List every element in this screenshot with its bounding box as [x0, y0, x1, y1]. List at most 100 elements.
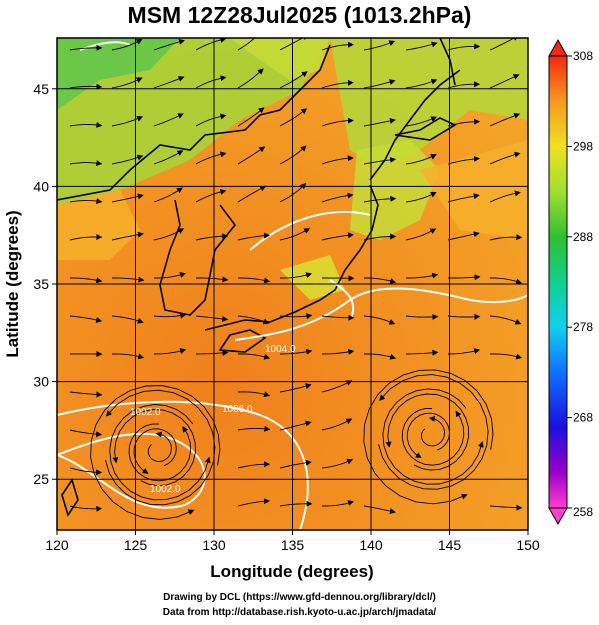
streamline: [447, 43, 481, 51]
streamline: [406, 272, 439, 279]
field-patch: [230, 38, 330, 80]
streamline: [237, 146, 266, 165]
isobar-label: 1004.0: [265, 344, 296, 355]
streamline: [321, 314, 355, 321]
streamline: [238, 277, 271, 284]
x-tick-label: 150: [516, 537, 540, 553]
streamline: [382, 388, 484, 485]
field-patch: [330, 38, 528, 170]
streamline: [279, 145, 307, 165]
streamline: [153, 187, 183, 203]
streamline: [111, 39, 143, 51]
streamline: [195, 151, 227, 165]
streamline: [421, 416, 446, 447]
streamline: [489, 74, 520, 89]
streamline: [153, 228, 185, 241]
x-tick-label: 135: [281, 537, 305, 553]
streamline: [112, 409, 196, 487]
streamline: [321, 348, 355, 355]
streamline: [195, 38, 227, 51]
streamline: [111, 193, 144, 203]
streamline: [69, 198, 103, 204]
streamline: [363, 79, 396, 89]
streamline: [69, 233, 103, 241]
streamline: [237, 185, 267, 203]
streamline: [70, 277, 103, 284]
streamline: [195, 233, 229, 241]
isobar-label: 1002.0: [130, 407, 161, 418]
coastline: [394, 117, 457, 141]
coastline: [57, 44, 331, 201]
streamline: [447, 193, 480, 203]
streamline: [405, 78, 438, 89]
streamline: [111, 77, 143, 89]
colorbar: 308 298 288 278 268 258: [548, 38, 593, 526]
colorbar-tick-label: 288: [573, 230, 593, 244]
streamline: [154, 272, 186, 279]
streamline: [321, 380, 353, 393]
streamline: [237, 68, 264, 89]
streamline: [69, 83, 103, 90]
streamline: [406, 412, 450, 459]
streamline: [128, 423, 192, 482]
colorbar-tick-label: 278: [573, 320, 593, 334]
streamline: [489, 234, 523, 241]
streamline: [321, 232, 354, 241]
isobar: [57, 400, 309, 530]
streamline: [447, 348, 481, 355]
streamline: [321, 41, 354, 51]
y-axis-label: Latitude (degrees): [3, 210, 22, 357]
streamline: [111, 315, 144, 324]
streamline: [279, 71, 308, 89]
field-patch: [280, 255, 345, 300]
streamline: [279, 500, 313, 507]
streamline: [237, 461, 271, 469]
streamline: [237, 107, 265, 127]
streamline: [489, 113, 521, 127]
isobar: [234, 287, 528, 341]
colorbar-tick-label: 268: [573, 411, 593, 425]
streamline: [363, 233, 397, 241]
streamline: [112, 276, 145, 283]
streamline: [363, 369, 494, 505]
streamline: [279, 459, 312, 469]
streamline: [489, 190, 521, 203]
streamline: [447, 313, 481, 320]
streamline: [195, 315, 229, 322]
streamline: [321, 79, 354, 89]
streamline: [405, 41, 438, 51]
streamline: [280, 272, 313, 279]
streamline: [405, 228, 437, 241]
streamline: [447, 81, 481, 89]
streamline: [363, 156, 397, 165]
streamline: [405, 313, 439, 320]
streamline: [237, 391, 271, 398]
temperature-field: [57, 38, 528, 530]
streamline: [237, 232, 271, 241]
streamline: [489, 353, 523, 360]
streamline: [363, 40, 396, 51]
streamline: [69, 315, 103, 323]
field-patch: [57, 38, 180, 110]
streamline: [69, 467, 103, 476]
streamline: [447, 118, 481, 127]
streamline: [195, 75, 227, 89]
field-patch: [57, 38, 330, 205]
coastline: [218, 329, 267, 353]
streamline: [363, 505, 396, 515]
x-tick-label: 145: [438, 537, 462, 553]
streamline: [279, 183, 307, 203]
streamline: [321, 192, 354, 203]
coastline: [159, 199, 237, 316]
map-title: MSM 12Z28Jul2025 (1013.2hPa): [127, 2, 472, 28]
isobar-label: 1006.0: [222, 404, 253, 415]
streamline: [195, 188, 227, 203]
streamline: [363, 195, 397, 203]
streamline: [69, 160, 103, 167]
grid-lines: [57, 38, 528, 530]
streamline: [447, 155, 480, 165]
colorbar-tick-label: 308: [573, 49, 593, 63]
streamline: [69, 44, 103, 51]
x-tick-label: 125: [124, 537, 148, 553]
y-tick-label: 40: [33, 178, 49, 194]
